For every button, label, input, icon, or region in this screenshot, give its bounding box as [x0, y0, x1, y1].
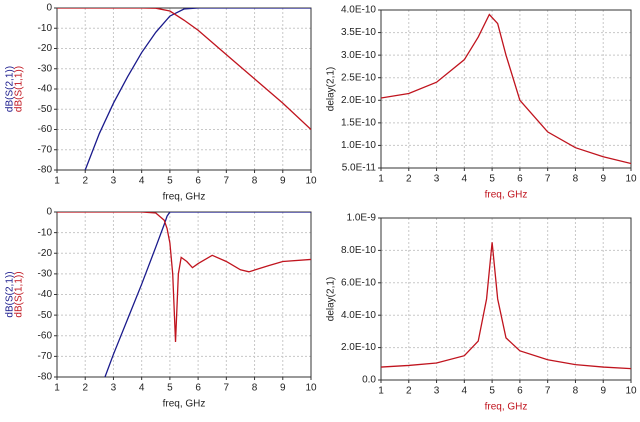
- y-tick-label: 0.0: [362, 375, 376, 386]
- y-tick-label: -20: [38, 248, 53, 259]
- x-tick-label: 5: [167, 176, 173, 187]
- plot-frame: [56, 211, 312, 378]
- x-tick-label: 5: [489, 386, 495, 397]
- y-tick-label: 2.5E-10: [341, 72, 376, 83]
- x-tick-label: 3: [111, 176, 117, 187]
- series-line: [57, 212, 311, 342]
- x-tick-label: 10: [305, 176, 317, 187]
- x-axis-label: freq, GHz: [163, 192, 206, 203]
- x-tick-label: 8: [573, 174, 579, 185]
- y-tick-label: 1.5E-10: [341, 117, 376, 128]
- x-tick-label: 6: [517, 174, 523, 185]
- y-tick-label: 2.0E-10: [341, 95, 376, 106]
- legend-label: dB(S(2,1)): [5, 271, 16, 317]
- legend-label: dB(S(1,1)): [14, 271, 25, 317]
- x-tick-label: 10: [625, 174, 637, 185]
- plot-frame: [56, 7, 312, 171]
- x-tick-label: 4: [462, 174, 468, 185]
- legend-label: dB(S(2,1)): [5, 66, 16, 112]
- x-tick-label: 2: [82, 383, 88, 394]
- x-tick-label: 9: [280, 176, 286, 187]
- y-tick-label: -20: [38, 43, 53, 54]
- plot-frame: [380, 217, 632, 381]
- y-tick-label: 3.0E-10: [341, 50, 376, 61]
- x-tick-label: 1: [378, 174, 384, 185]
- x-tick-label: 7: [224, 176, 230, 187]
- y-tick-label: 3.5E-10: [341, 27, 376, 38]
- x-tick-label: 9: [600, 386, 606, 397]
- x-tick-label: 2: [82, 176, 88, 187]
- x-tick-label: 8: [252, 383, 258, 394]
- x-tick-label: 1: [54, 176, 60, 187]
- x-tick-label: 7: [224, 383, 230, 394]
- x-tick-label: 5: [489, 174, 495, 185]
- y-tick-label: 1.0E-9: [347, 213, 377, 224]
- x-tick-label: 4: [462, 386, 468, 397]
- x-tick-label: 6: [517, 386, 523, 397]
- series-line: [381, 242, 631, 370]
- y-axis-label: delay(2,1): [326, 67, 337, 111]
- series-line: [84, 8, 311, 170]
- y-tick-label: -70: [38, 144, 53, 155]
- y-tick-label: 6.0E-10: [341, 277, 376, 288]
- x-tick-label: 2: [406, 174, 412, 185]
- x-tick-label: 9: [600, 174, 606, 185]
- plot-frame: [380, 9, 632, 169]
- y-tick-label: 0: [46, 3, 52, 14]
- x-tick-label: 1: [378, 386, 384, 397]
- y-tick-label: -10: [38, 23, 53, 34]
- series-line: [104, 212, 311, 377]
- y-tick-label: -10: [38, 227, 53, 238]
- y-tick-label: 8.0E-10: [341, 245, 376, 256]
- legend-label: dB(S(1,1)): [14, 66, 25, 112]
- x-tick-label: 4: [139, 176, 145, 187]
- y-tick-label: -50: [38, 310, 53, 321]
- y-tick-label: -30: [38, 63, 53, 74]
- x-tick-label: 3: [434, 386, 440, 397]
- y-tick-label: -80: [38, 165, 53, 176]
- x-tick-label: 6: [195, 383, 201, 394]
- x-axis-label: freq, GHz: [163, 399, 206, 410]
- x-tick-label: 3: [434, 174, 440, 185]
- x-tick-label: 3: [111, 383, 117, 394]
- y-tick-label: 5.0E-11: [342, 163, 377, 174]
- x-tick-label: 2: [406, 386, 412, 397]
- x-tick-label: 9: [280, 383, 286, 394]
- x-tick-label: 4: [139, 383, 145, 394]
- y-axis-label: delay(2,1): [326, 277, 337, 321]
- x-axis-label: freq, GHz: [485, 190, 528, 201]
- x-tick-label: 10: [625, 386, 637, 397]
- y-tick-label: 1.0E-10: [341, 140, 376, 151]
- x-tick-label: 6: [195, 176, 201, 187]
- series-line: [57, 8, 311, 130]
- y-tick-label: -50: [38, 104, 53, 115]
- x-tick-label: 8: [252, 176, 258, 187]
- y-tick-label: -80: [38, 372, 53, 383]
- y-tick-label: -40: [38, 289, 53, 300]
- x-tick-label: 7: [545, 386, 551, 397]
- y-tick-label: 4.0E-10: [341, 310, 376, 321]
- y-tick-label: -60: [38, 124, 53, 135]
- y-tick-label: -30: [38, 269, 53, 280]
- y-tick-label: -60: [38, 330, 53, 341]
- x-tick-label: 1: [54, 383, 60, 394]
- y-tick-label: -70: [38, 351, 53, 362]
- x-tick-label: 8: [573, 386, 579, 397]
- y-tick-label: 4.0E-10: [341, 5, 376, 16]
- y-tick-label: 2.0E-10: [341, 342, 376, 353]
- x-tick-label: 7: [545, 174, 551, 185]
- y-tick-label: -40: [38, 84, 53, 95]
- series-line: [381, 13, 631, 165]
- x-tick-label: 10: [305, 383, 317, 394]
- x-axis-label: freq, GHz: [485, 402, 528, 413]
- y-tick-label: 0: [46, 207, 52, 218]
- x-tick-label: 5: [167, 383, 173, 394]
